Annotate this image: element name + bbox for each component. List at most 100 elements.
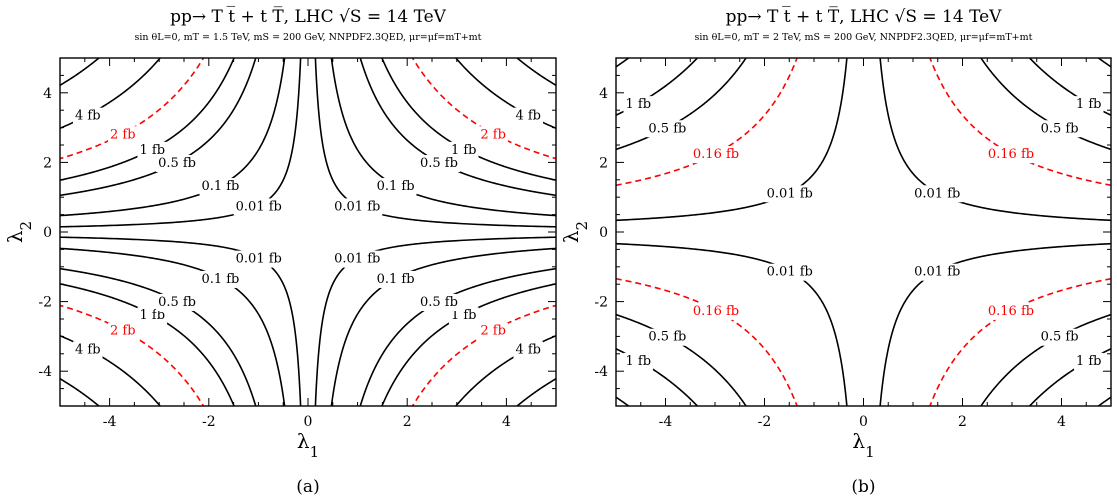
contour-line xyxy=(60,267,257,406)
contour-label: 4 fb xyxy=(75,342,101,357)
contour-label: 2 fb xyxy=(110,127,136,142)
contour-label: 1 fb xyxy=(626,97,652,112)
contour-line xyxy=(1028,347,1111,406)
y-tick-label: 0 xyxy=(43,225,52,241)
y-tick-label: 2 xyxy=(43,155,52,171)
contour-line xyxy=(330,58,556,217)
contour-line xyxy=(980,58,1111,151)
contour-line xyxy=(616,58,747,151)
panel-caption: (b) xyxy=(851,477,875,497)
contour-line xyxy=(60,58,235,181)
contour-label: 4 fb xyxy=(515,342,541,357)
contour-line xyxy=(616,277,798,406)
contour-line xyxy=(60,58,286,217)
contour-line xyxy=(359,58,556,197)
y-tick-label: -2 xyxy=(38,295,52,311)
contour-label: 0.01 fb xyxy=(334,252,380,267)
contour-label: 0.01 fb xyxy=(236,252,282,267)
ticks: -4 -2 0 2 4 -4 -2 0 2 4 xyxy=(38,57,557,430)
contour-line xyxy=(60,283,235,406)
contour-line xyxy=(1097,396,1111,406)
contour-line xyxy=(411,304,556,406)
contour-label: 0.01 fb xyxy=(334,199,380,214)
contour-line xyxy=(1097,58,1111,68)
contour-line xyxy=(60,58,257,197)
contour-line xyxy=(60,377,101,406)
contour-label: 2 fb xyxy=(480,127,506,142)
contour-label: 0.01 fb xyxy=(914,265,960,280)
contour-line xyxy=(60,334,162,406)
contour-line xyxy=(381,58,556,181)
contour-line xyxy=(616,58,630,68)
x-axis-title: λ1 xyxy=(852,429,874,461)
contour-line xyxy=(980,313,1111,406)
contour-label: 0.16 fb xyxy=(693,147,739,162)
contour-label: 0.16 fb xyxy=(693,304,739,319)
x-tick-label: -2 xyxy=(758,414,772,430)
contour-label: 0.16 fb xyxy=(988,304,1034,319)
chart-subtitle: sin θL=0, mT = 1.5 TeV, mS = 200 GeV, NN… xyxy=(134,32,481,43)
y-tick-label: 4 xyxy=(599,86,608,102)
contour-label: 0.16 fb xyxy=(988,147,1034,162)
contour-line xyxy=(454,334,556,406)
contour-label: 4 fb xyxy=(515,109,541,124)
contour-panel-b: pp→ T t̅ + t T̅, LHC √S = 14 TeV sin θL=0… xyxy=(559,5,1112,497)
x-tick-label: 0 xyxy=(859,414,868,430)
contour-line xyxy=(60,304,205,406)
contour-line xyxy=(330,247,556,406)
chart-title: pp→ T t̅ + t T̅, LHC √S = 14 TeV xyxy=(726,5,1003,27)
contour-line xyxy=(60,247,286,406)
contour-label: 0.5 fb xyxy=(1041,330,1079,345)
contour-label: 1 fb xyxy=(451,143,477,158)
contour-line xyxy=(515,377,556,406)
chart-title: pp→ T t̅ + t T̅, LHC √S = 14 TeV xyxy=(170,5,447,27)
x-tick-label: 4 xyxy=(1057,414,1066,430)
contour-label: 0.01 fb xyxy=(767,186,813,201)
x-tick-label: -4 xyxy=(659,414,673,430)
y-tick-label: -4 xyxy=(594,364,608,380)
contour-label: 0.5 fb xyxy=(158,295,196,310)
contour-label: 0.1 fb xyxy=(201,179,239,194)
contour-label: 1 fb xyxy=(140,143,166,158)
chart-subtitle: sin θL=0, mT = 2 TeV, mS = 200 GeV, NNPD… xyxy=(695,32,1033,43)
contour-label: 0.01 fb xyxy=(914,186,960,201)
y-tick-label: 2 xyxy=(599,155,608,171)
contour-label: 1 fb xyxy=(140,308,166,323)
contour-line xyxy=(929,58,1111,187)
plot-frame xyxy=(59,57,557,407)
contour-line xyxy=(616,347,699,406)
y-axis-title: λ2 xyxy=(559,221,591,243)
contour-label: 1 fb xyxy=(1076,354,1102,369)
x-axis-title: λ1 xyxy=(297,429,319,461)
y-tick-label: -2 xyxy=(594,295,608,311)
contour-label: 0.01 fb xyxy=(767,265,813,280)
plot-frame xyxy=(615,57,1112,407)
contour-line xyxy=(616,58,798,187)
contour-panel-a: pp→ T t̅ + t T̅, LHC √S = 14 TeV sin θL=0… xyxy=(3,5,557,497)
contour-line xyxy=(60,58,205,160)
contour-line xyxy=(1028,58,1111,117)
contour-line xyxy=(616,396,630,406)
y-tick-label: 0 xyxy=(599,225,608,241)
contour-label: 2 fb xyxy=(480,324,506,339)
contour-label: 0.5 fb xyxy=(1041,121,1079,136)
contour-label: 0.1 fb xyxy=(377,179,415,194)
x-tick-label: 0 xyxy=(304,414,313,430)
contour-line xyxy=(454,58,556,130)
contour-labels: 4 fb4 fb4 fb4 fb2 fb2 fb2 fb2 fb1 fb1 fb… xyxy=(72,107,544,359)
contour-label: 0.5 fb xyxy=(158,156,196,171)
contour-label: 1 fb xyxy=(451,308,477,323)
contour-line xyxy=(381,283,556,406)
contour-lines xyxy=(616,58,1111,406)
x-tick-label: 2 xyxy=(958,414,967,430)
contour-line xyxy=(60,58,101,87)
x-tick-label: -2 xyxy=(202,414,216,430)
contour-label: 4 fb xyxy=(75,109,101,124)
contour-line xyxy=(616,313,747,406)
y-tick-label: 4 xyxy=(43,86,52,102)
contour-label: 1 fb xyxy=(626,354,652,369)
contour-line xyxy=(616,58,699,117)
contour-label: 0.5 fb xyxy=(648,330,686,345)
contour-label: 2 fb xyxy=(110,324,136,339)
